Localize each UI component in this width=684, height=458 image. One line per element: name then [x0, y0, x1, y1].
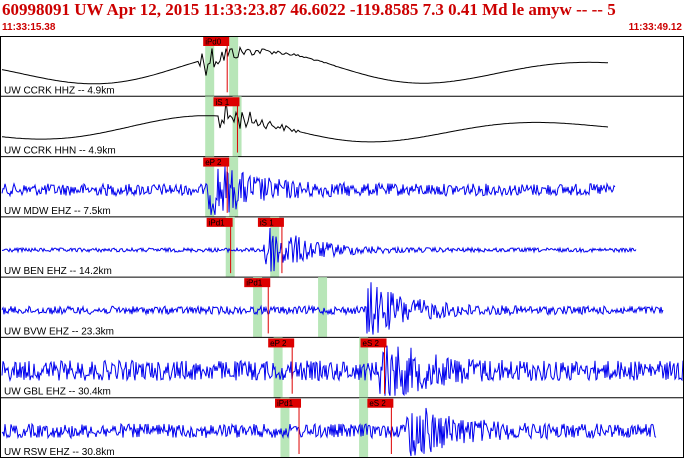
pick-label: iPd1: [246, 279, 263, 288]
trace-row[interactable]: iPd0 UW CCRK HHZ -- 4.9km: [0, 36, 684, 97]
station-label: UW BEN EHZ -- 14.2km: [4, 266, 112, 277]
time-start-label: 11:33:15.38: [2, 22, 56, 33]
pick-label: eP 2: [205, 158, 222, 167]
pick-label: iPd1: [209, 218, 226, 227]
pick-window: [229, 156, 239, 217]
pick-marker[interactable]: [213, 97, 240, 107]
trace-row[interactable]: iS 1 UW CCRK HHN -- 4.9km: [0, 95, 684, 157]
trace-row[interactable]: eP 2 eS 2 UW GBL EHZ -- 30.4km: [0, 336, 684, 398]
event-title: 60998091 UW Apr 12, 2015 11:33:23.87 46.…: [2, 0, 616, 19]
pick-label: eP 2: [270, 339, 287, 348]
time-end-label: 11:33:49.12: [628, 22, 682, 33]
waveform: [1, 282, 664, 335]
trace-row[interactable]: eP 2 UW MDW EHZ -- 7.5km: [0, 156, 684, 217]
pick-marker[interactable]: [360, 338, 387, 348]
pick-label: eS 2: [363, 339, 380, 348]
pick-marker[interactable]: [244, 278, 271, 288]
pick-marker[interactable]: [268, 338, 295, 348]
pick-label: iS 1: [260, 218, 274, 227]
pick-marker[interactable]: [257, 217, 284, 227]
pick-label: iS 1: [215, 98, 229, 107]
station-label: UW MDW EHZ -- 7.5km: [4, 206, 111, 217]
pick-marker[interactable]: [206, 217, 233, 227]
station-label: UW GBL EHZ -- 30.4km: [4, 387, 111, 398]
pick-marker[interactable]: [275, 398, 302, 408]
pick-window: [359, 397, 369, 458]
station-label: UW BVW EHZ -- 23.3km: [4, 326, 114, 337]
pick-window: [280, 397, 290, 458]
pick-window: [270, 216, 280, 278]
trace-row[interactable]: iPd1 UW BVW EHZ -- 23.3km: [0, 276, 684, 338]
seismogram-panel[interactable]: iPd0 UW CCRK HHZ -- 4.9km iS 1 UW CCRK HHN …: [0, 36, 684, 458]
pick-window: [273, 337, 283, 398]
pick-window: [205, 96, 215, 157]
station-label: UW CCRK HHN -- 4.9km: [4, 146, 116, 157]
pick-label: iPd1: [277, 399, 294, 408]
pick-window: [205, 156, 215, 217]
waveform: [1, 45, 609, 85]
event-header: 60998091 UW Apr 12, 2015 11:33:23.87 46.…: [0, 0, 684, 36]
trace-row[interactable]: iPd1 eS 2 UW RSW EHZ -- 30.8km: [0, 397, 684, 458]
pick-window: [318, 277, 328, 338]
pick-window: [205, 36, 215, 97]
waveform: [1, 345, 684, 397]
pick-window: [253, 277, 263, 338]
pick-marker[interactable]: [203, 37, 230, 46]
waveform: [1, 166, 616, 216]
waveform: [2, 227, 637, 272]
pick-marker[interactable]: [367, 398, 394, 408]
station-label: UW CCRK HHZ -- 4.9km: [4, 85, 115, 96]
pick-window: [229, 36, 239, 97]
pick-window: [359, 337, 369, 398]
trace-row[interactable]: iPd1 iS 1 UW BEN EHZ -- 14.2km: [0, 216, 684, 278]
pick-label: eS 2: [369, 399, 386, 408]
station-label: UW RSW EHZ -- 30.8km: [4, 447, 115, 458]
pick-label: iPd0: [205, 38, 222, 47]
waveform: [1, 407, 657, 457]
pick-marker[interactable]: [203, 157, 230, 167]
waveform: [1, 100, 609, 143]
